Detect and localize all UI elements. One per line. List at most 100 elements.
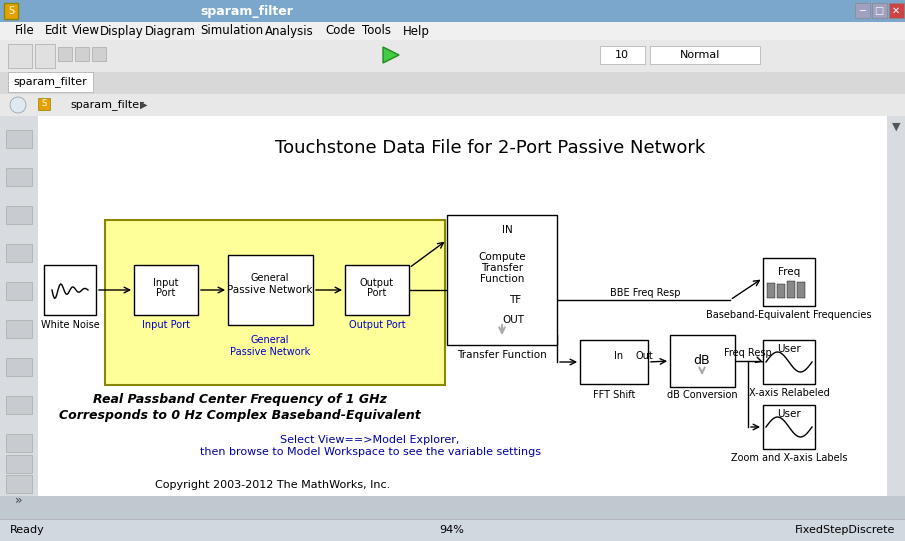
Text: Touchstone Data File for 2-Port Passive Network: Touchstone Data File for 2-Port Passive … xyxy=(275,139,705,157)
Text: Transfer: Transfer xyxy=(481,263,523,273)
Text: TF: TF xyxy=(509,295,521,305)
FancyBboxPatch shape xyxy=(6,244,32,262)
Text: Display: Display xyxy=(100,24,144,37)
Text: dB Conversion: dB Conversion xyxy=(667,390,738,400)
Text: Input Port: Input Port xyxy=(142,320,190,330)
Text: Function: Function xyxy=(480,274,524,284)
Text: Port: Port xyxy=(157,288,176,298)
FancyBboxPatch shape xyxy=(650,46,760,64)
FancyBboxPatch shape xyxy=(0,72,905,94)
FancyBboxPatch shape xyxy=(763,258,815,306)
FancyBboxPatch shape xyxy=(0,116,38,496)
Text: Help: Help xyxy=(403,24,430,37)
FancyBboxPatch shape xyxy=(44,265,96,315)
Text: Analysis: Analysis xyxy=(265,24,314,37)
FancyBboxPatch shape xyxy=(6,130,32,148)
Text: Passive Network: Passive Network xyxy=(227,285,313,295)
FancyBboxPatch shape xyxy=(889,3,904,18)
FancyBboxPatch shape xyxy=(0,40,905,72)
Text: Passive Network: Passive Network xyxy=(230,347,310,357)
Text: Input: Input xyxy=(153,278,179,288)
FancyBboxPatch shape xyxy=(763,340,815,384)
Text: IN: IN xyxy=(502,225,513,235)
FancyBboxPatch shape xyxy=(6,396,32,414)
Text: ✕: ✕ xyxy=(892,6,900,16)
Text: X-axis Relabeled: X-axis Relabeled xyxy=(748,388,829,398)
FancyBboxPatch shape xyxy=(855,3,870,18)
FancyBboxPatch shape xyxy=(767,283,775,298)
Polygon shape xyxy=(383,47,399,63)
Text: General: General xyxy=(251,273,290,283)
Circle shape xyxy=(10,97,26,113)
Text: Port: Port xyxy=(367,288,386,298)
Text: Real Passband Center Frequency of 1 GHz: Real Passband Center Frequency of 1 GHz xyxy=(93,393,387,406)
FancyBboxPatch shape xyxy=(134,265,198,315)
Text: Diagram: Diagram xyxy=(145,24,196,37)
Text: View: View xyxy=(72,24,100,37)
Text: User: User xyxy=(777,344,801,354)
Text: sparam_filter: sparam_filter xyxy=(14,76,87,88)
FancyBboxPatch shape xyxy=(38,116,887,496)
Text: General: General xyxy=(251,335,290,345)
Text: Baseband-Equivalent Frequencies: Baseband-Equivalent Frequencies xyxy=(706,310,872,320)
Text: S: S xyxy=(8,6,14,16)
FancyBboxPatch shape xyxy=(6,282,32,300)
FancyBboxPatch shape xyxy=(6,320,32,338)
FancyBboxPatch shape xyxy=(6,475,32,493)
Text: ─: ─ xyxy=(859,6,865,16)
Text: BBE Freq Resp: BBE Freq Resp xyxy=(610,288,681,298)
Text: White Noise: White Noise xyxy=(41,320,100,330)
Text: ▼: ▼ xyxy=(891,122,900,132)
FancyBboxPatch shape xyxy=(787,281,795,298)
FancyBboxPatch shape xyxy=(8,72,93,92)
Text: Out: Out xyxy=(635,351,653,361)
Text: Edit: Edit xyxy=(45,24,68,37)
Text: dB: dB xyxy=(694,354,710,367)
FancyBboxPatch shape xyxy=(92,47,106,61)
Text: FixedStepDiscrete: FixedStepDiscrete xyxy=(795,525,895,535)
FancyBboxPatch shape xyxy=(58,47,72,61)
Text: Select View==>Model Explorer,: Select View==>Model Explorer, xyxy=(281,435,460,445)
FancyBboxPatch shape xyxy=(0,94,905,116)
Text: sparam_filter: sparam_filter xyxy=(70,100,144,110)
Text: Code: Code xyxy=(325,24,355,37)
FancyBboxPatch shape xyxy=(345,265,409,315)
FancyBboxPatch shape xyxy=(797,282,805,298)
Text: ▶: ▶ xyxy=(140,100,148,110)
Text: Corresponds to 0 Hz Complex Baseband-Equivalent: Corresponds to 0 Hz Complex Baseband-Equ… xyxy=(59,408,421,421)
FancyBboxPatch shape xyxy=(105,220,445,385)
Text: Transfer Function: Transfer Function xyxy=(457,350,547,360)
Text: 94%: 94% xyxy=(440,525,464,535)
Text: Ready: Ready xyxy=(10,525,44,535)
Text: Normal: Normal xyxy=(680,50,720,60)
Text: »: » xyxy=(15,493,23,506)
Text: FFT Shift: FFT Shift xyxy=(593,390,635,400)
Text: File: File xyxy=(15,24,34,37)
Text: □: □ xyxy=(874,6,883,16)
FancyBboxPatch shape xyxy=(763,405,815,449)
Text: Copyright 2003-2012 The MathWorks, Inc.: Copyright 2003-2012 The MathWorks, Inc. xyxy=(155,480,390,490)
Text: Output: Output xyxy=(360,278,394,288)
FancyBboxPatch shape xyxy=(6,168,32,186)
Text: Zoom and X-axis Labels: Zoom and X-axis Labels xyxy=(730,453,847,463)
FancyBboxPatch shape xyxy=(228,255,313,325)
FancyBboxPatch shape xyxy=(38,98,50,110)
FancyBboxPatch shape xyxy=(6,455,32,473)
Text: Freq Resp: Freq Resp xyxy=(724,348,772,358)
FancyBboxPatch shape xyxy=(6,358,32,376)
FancyBboxPatch shape xyxy=(4,3,18,19)
Text: OUT: OUT xyxy=(502,315,524,325)
Text: then browse to Model Workspace to see the variable settings: then browse to Model Workspace to see th… xyxy=(199,447,540,457)
Text: Freq: Freq xyxy=(778,267,800,277)
FancyBboxPatch shape xyxy=(8,44,32,68)
Text: S: S xyxy=(42,100,47,109)
Text: 10: 10 xyxy=(615,50,629,60)
FancyBboxPatch shape xyxy=(887,116,905,496)
FancyBboxPatch shape xyxy=(0,519,905,541)
FancyBboxPatch shape xyxy=(670,335,735,387)
FancyBboxPatch shape xyxy=(0,0,905,22)
FancyBboxPatch shape xyxy=(600,46,645,64)
FancyBboxPatch shape xyxy=(6,206,32,224)
Text: Tools: Tools xyxy=(362,24,391,37)
Text: Output Port: Output Port xyxy=(348,320,405,330)
